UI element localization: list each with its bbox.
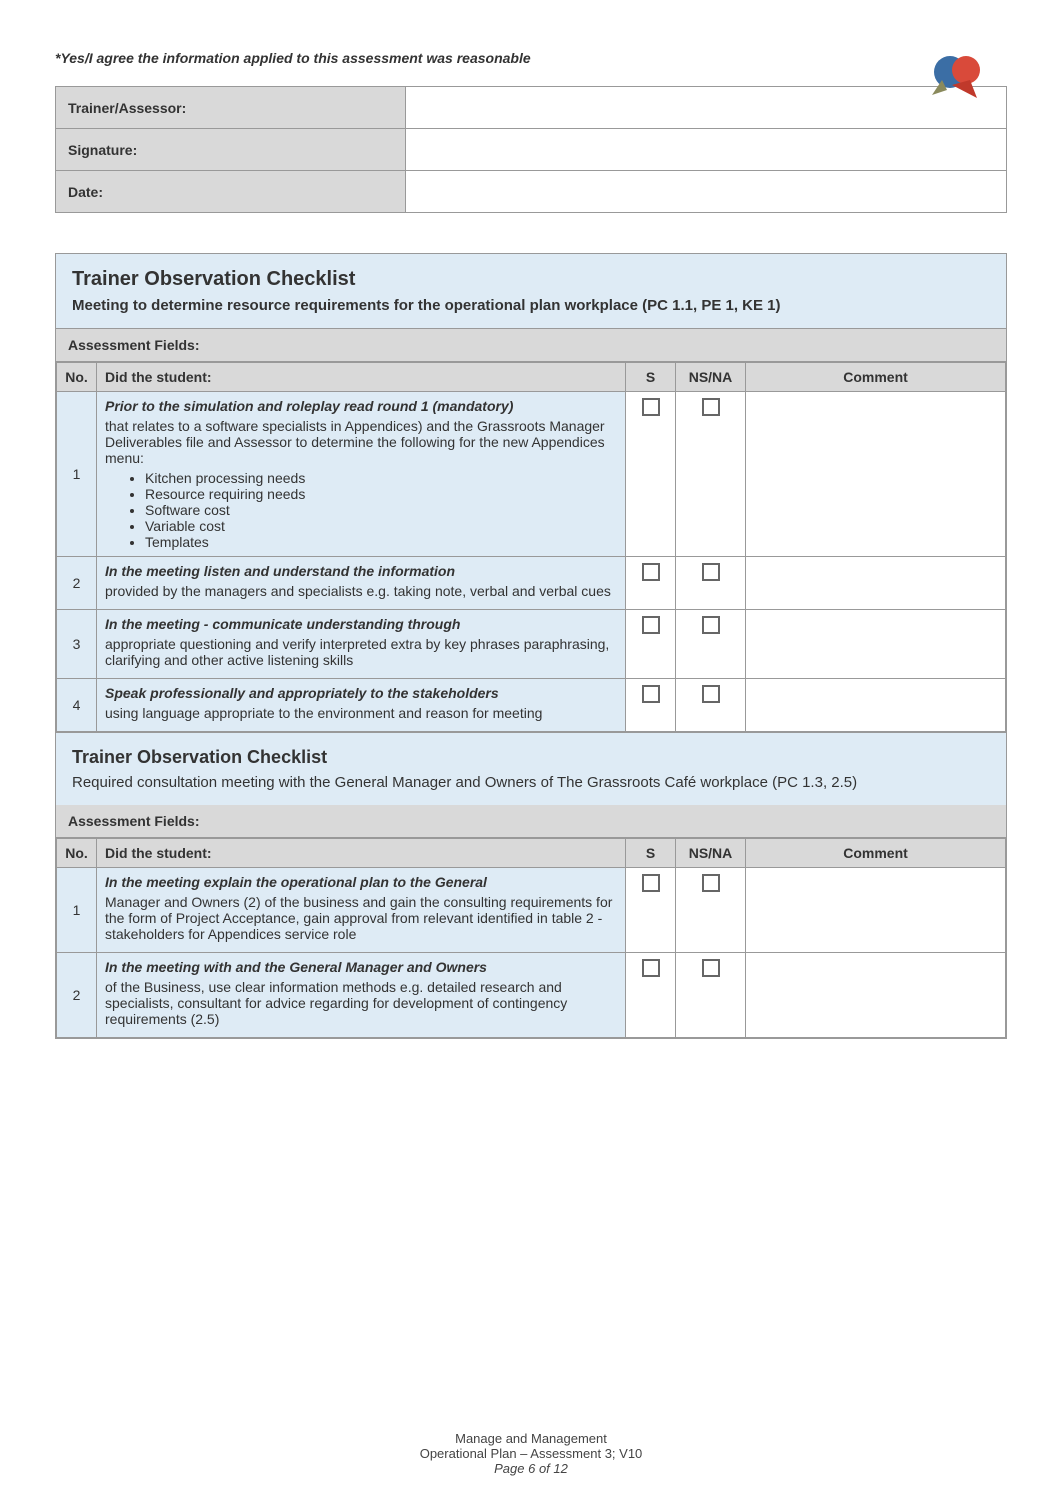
- section-1-subtitle: Meeting to determine resource requiremen…: [72, 297, 990, 314]
- section-2-title: Trainer Observation Checklist: [72, 747, 990, 768]
- task-body: that relates to a software specialists i…: [105, 418, 617, 466]
- section-1-header: Trainer Observation Checklist Meeting to…: [56, 254, 1006, 329]
- row-number: 3: [57, 610, 97, 679]
- checkbox-icon[interactable]: [642, 959, 660, 977]
- task-cell: In the meeting explain the operational p…: [97, 868, 626, 953]
- section-1-fields-label: Assessment Fields:: [56, 329, 1006, 362]
- ns-cell[interactable]: [676, 557, 746, 610]
- checkbox-icon[interactable]: [702, 685, 720, 703]
- declaration-text: *Yes/I agree the information applied to …: [55, 50, 1007, 66]
- bullet-item: Variable cost: [145, 518, 617, 534]
- logo-icon: [922, 50, 992, 105]
- checkbox-icon[interactable]: [702, 616, 720, 634]
- ns-cell[interactable]: [676, 953, 746, 1038]
- observation-section-1: Trainer Observation Checklist Meeting to…: [55, 253, 1007, 1039]
- bullet-item: Templates: [145, 534, 617, 550]
- sig-value[interactable]: [406, 129, 1007, 171]
- footer-page: Page 6 of 12: [0, 1461, 1062, 1476]
- checkbox-icon[interactable]: [702, 874, 720, 892]
- section-2-subtitle: Required consultation meeting with the G…: [72, 774, 990, 791]
- checkbox-icon[interactable]: [642, 616, 660, 634]
- sig-label: Date:: [56, 171, 406, 213]
- task-head: In the meeting with and the General Mana…: [105, 959, 617, 975]
- comment-cell[interactable]: [746, 557, 1006, 610]
- col-s: S: [626, 363, 676, 392]
- row-number: 1: [57, 868, 97, 953]
- checkbox-icon[interactable]: [642, 874, 660, 892]
- task-body: appropriate questioning and verify inter…: [105, 636, 617, 668]
- s-cell[interactable]: [626, 610, 676, 679]
- task-cell: Speak professionally and appropriately t…: [97, 679, 626, 732]
- section-2-fields-label: Assessment Fields:: [56, 805, 1006, 838]
- col-no: No.: [57, 839, 97, 868]
- ns-cell[interactable]: [676, 868, 746, 953]
- task-body: Manager and Owners (2) of the business a…: [105, 894, 617, 942]
- s-cell[interactable]: [626, 953, 676, 1038]
- s-cell[interactable]: [626, 868, 676, 953]
- task-cell: In the meeting listen and understand the…: [97, 557, 626, 610]
- col-ns: NS/NA: [676, 839, 746, 868]
- bullet-item: Kitchen processing needs: [145, 470, 617, 486]
- sig-label: Signature:: [56, 129, 406, 171]
- checkbox-icon[interactable]: [642, 685, 660, 703]
- row-number: 4: [57, 679, 97, 732]
- comment-cell[interactable]: [746, 392, 1006, 557]
- checkbox-icon[interactable]: [702, 959, 720, 977]
- task-body: provided by the managers and specialists…: [105, 583, 617, 599]
- s-cell[interactable]: [626, 557, 676, 610]
- page-footer: Manage and Management Operational Plan –…: [0, 1431, 1062, 1476]
- checkbox-icon[interactable]: [642, 398, 660, 416]
- task-body: of the Business, use clear information m…: [105, 979, 617, 1027]
- section-1-title: Trainer Observation Checklist: [72, 268, 990, 291]
- task-head: In the meeting explain the operational p…: [105, 874, 617, 890]
- task-head: In the meeting listen and understand the…: [105, 563, 617, 579]
- s-cell[interactable]: [626, 679, 676, 732]
- section-2-header: Trainer Observation Checklist Required c…: [56, 732, 1006, 805]
- task-head: Prior to the simulation and roleplay rea…: [105, 398, 617, 414]
- task-head: Speak professionally and appropriately t…: [105, 685, 617, 701]
- col-comment: Comment: [746, 363, 1006, 392]
- comment-cell[interactable]: [746, 610, 1006, 679]
- footer-line1: Manage and Management: [0, 1431, 1062, 1446]
- col-no: No.: [57, 363, 97, 392]
- col-comment: Comment: [746, 839, 1006, 868]
- row-number: 2: [57, 557, 97, 610]
- comment-cell[interactable]: [746, 679, 1006, 732]
- bullet-item: Software cost: [145, 502, 617, 518]
- task-cell: In the meeting with and the General Mana…: [97, 953, 626, 1038]
- row-number: 2: [57, 953, 97, 1038]
- col-s: S: [626, 839, 676, 868]
- task-cell: In the meeting - communicate understandi…: [97, 610, 626, 679]
- task-bullets: Kitchen processing needsResource requiri…: [145, 470, 617, 550]
- s-cell[interactable]: [626, 392, 676, 557]
- checklist-table-2: No. Did the student: S NS/NA Comment 1 In…: [56, 838, 1006, 1038]
- comment-cell[interactable]: [746, 868, 1006, 953]
- checkbox-icon[interactable]: [702, 563, 720, 581]
- col-ns: NS/NA: [676, 363, 746, 392]
- task-cell: Prior to the simulation and roleplay rea…: [97, 392, 626, 557]
- checkbox-icon[interactable]: [642, 563, 660, 581]
- bullet-item: Resource requiring needs: [145, 486, 617, 502]
- task-body: using language appropriate to the enviro…: [105, 705, 617, 721]
- checklist-table-1: No. Did the student: S NS/NA Comment 1 Pr…: [56, 362, 1006, 732]
- sig-label: Trainer/Assessor:: [56, 87, 406, 129]
- comment-cell[interactable]: [746, 953, 1006, 1038]
- row-number: 1: [57, 392, 97, 557]
- footer-line2: Operational Plan – Assessment 3; V10: [0, 1446, 1062, 1461]
- col-task: Did the student:: [97, 363, 626, 392]
- ns-cell[interactable]: [676, 679, 746, 732]
- checkbox-icon[interactable]: [702, 398, 720, 416]
- sig-value[interactable]: [406, 171, 1007, 213]
- ns-cell[interactable]: [676, 610, 746, 679]
- task-head: In the meeting - communicate understandi…: [105, 616, 617, 632]
- signature-table: Trainer/Assessor:Signature:Date:: [55, 86, 1007, 213]
- ns-cell[interactable]: [676, 392, 746, 557]
- sig-value[interactable]: [406, 87, 1007, 129]
- col-task: Did the student:: [97, 839, 626, 868]
